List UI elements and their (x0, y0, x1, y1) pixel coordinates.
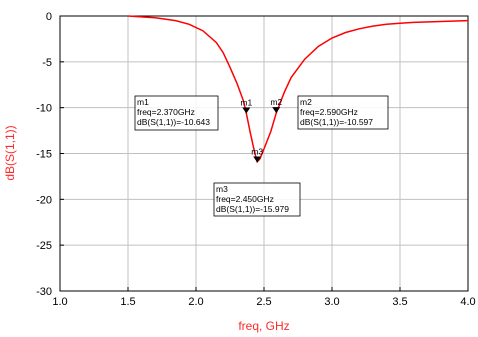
x-tick-label: 4.0 (460, 296, 475, 308)
x-tick-label: 1.5 (120, 296, 135, 308)
marker-readout-line: m1 (137, 97, 149, 107)
marker-readout-frame (213, 182, 301, 217)
y-tick-label: -20 (36, 194, 52, 206)
marker-label: m2 (270, 97, 282, 107)
grid-lines (60, 16, 468, 291)
marker-readout-line: freq=2.590GHz (300, 107, 358, 117)
marker-readout-frame (297, 95, 389, 130)
y-tick-label: -10 (36, 103, 52, 115)
x-axis-title: freq, GHz (238, 319, 289, 333)
marker-label: m1 (240, 98, 252, 108)
marker-readout-line: dB(S(1,1))=-15.979 (216, 204, 289, 214)
marker-readout-line: dB(S(1,1))=-10.643 (137, 117, 210, 127)
marker-readout-line: freq=2.370GHz (137, 107, 195, 117)
marker-label: m3 (251, 146, 263, 156)
marker-readout-line: freq=2.450GHz (216, 194, 274, 204)
x-tick-label: 2.5 (256, 296, 271, 308)
x-tick-label: 1.0 (52, 296, 67, 308)
y-tick-label: -5 (42, 57, 52, 69)
marker-triangle (242, 107, 251, 114)
x-tick-label: 3.5 (392, 296, 407, 308)
y-tick-label: 0 (46, 11, 52, 23)
marker-readout-frame (134, 95, 219, 131)
axis-ticks: 1.0 1.5 2.0 2.5 3.0 3.5 4.0 0 -5 -10 -15 -20 -25 -30 (36, 11, 476, 308)
y-tick-label: -15 (36, 149, 52, 161)
marker-triangle (272, 107, 281, 114)
marker-readout-line: dB(S(1,1))=-10.597 (300, 117, 373, 127)
x-tick-label: 2.0 (188, 296, 203, 308)
s11-trace (127, 15, 469, 164)
x-tick-label: 3.0 (324, 296, 339, 308)
marker-readout-line: m3 (216, 184, 228, 194)
marker-triangle (253, 156, 262, 163)
y-tick-label: -30 (36, 286, 52, 298)
y-axis-title: dB(S(1,1)) (3, 125, 17, 180)
marker-readout-line: m2 (300, 97, 312, 107)
y-tick-label: -25 (36, 240, 52, 252)
